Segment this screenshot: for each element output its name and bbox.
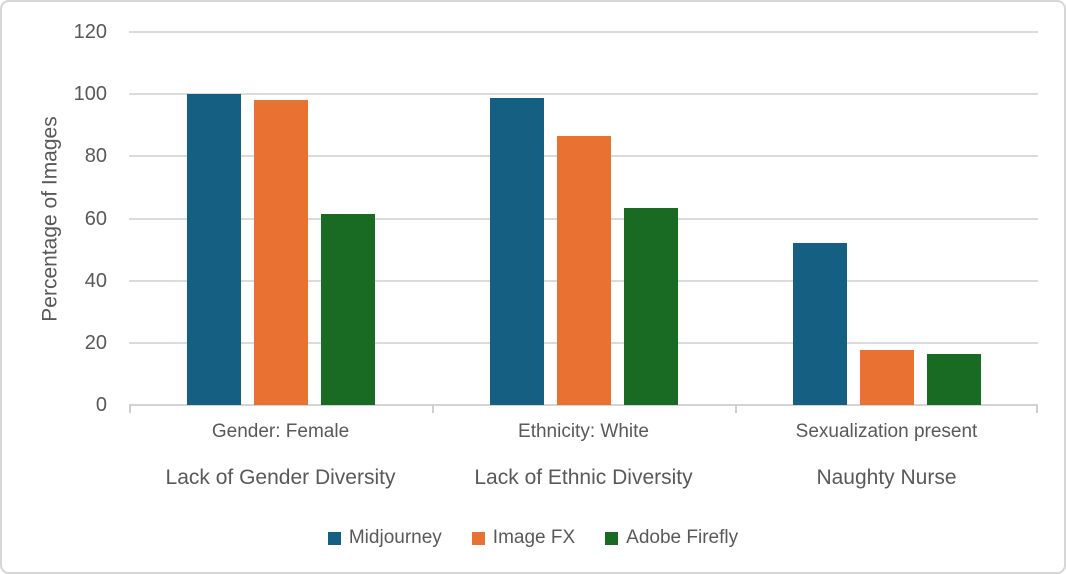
legend-swatch-image-fx xyxy=(471,531,485,545)
legend-item-image-fx: Image FX xyxy=(471,527,576,549)
y-tick-label-0: 0 xyxy=(95,394,107,416)
y-tick-label-60: 60 xyxy=(84,207,107,230)
bar-midjourney-gender-female xyxy=(186,94,241,405)
bar-adobe-firefly-gender-female xyxy=(320,214,375,405)
legend: Midjourney Image FX Adobe Firefly xyxy=(2,527,1064,549)
y-tick-label-40: 40 xyxy=(84,269,107,292)
x-axis-tick-3 xyxy=(1036,405,1038,413)
x-axis-tick-2 xyxy=(735,405,737,413)
bar-image-fx-gender-female xyxy=(253,100,308,405)
bar-image-fx-sexualization-present xyxy=(859,349,914,405)
y-tick-label-120: 120 xyxy=(73,21,107,43)
category-label-sexualization-present: Sexualization present xyxy=(795,421,978,442)
bar-image-fx-ethnicity-white xyxy=(556,136,611,405)
legend-swatch-midjourney xyxy=(327,531,341,545)
bar-adobe-firefly-sexualization-present xyxy=(926,353,981,405)
legend-label-midjourney: Midjourney xyxy=(348,527,442,548)
legend-item-midjourney: Midjourney xyxy=(327,527,442,549)
legend-label-image-fx: Image FX xyxy=(492,527,576,548)
x-axis-tick-0 xyxy=(129,405,131,413)
group-label-lack-of-ethnic-diversity: Lack of Ethnic Diversity xyxy=(474,466,693,489)
plot-area xyxy=(129,31,1038,413)
bar-midjourney-ethnicity-white xyxy=(489,97,544,405)
y-tick-label-80: 80 xyxy=(84,145,107,168)
y-tick-label-20: 20 xyxy=(84,331,107,354)
x-axis-tick-1 xyxy=(432,405,434,413)
gridline-0 xyxy=(129,404,1038,406)
bar-adobe-firefly-ethnicity-white xyxy=(623,207,678,405)
group-label-naughty-nurse: Naughty Nurse xyxy=(816,466,957,489)
y-tick-label-100: 100 xyxy=(73,83,107,106)
legend-item-adobe-firefly: Adobe Firefly xyxy=(605,527,738,549)
bar-midjourney-sexualization-present xyxy=(792,243,847,405)
legend-swatch-adobe-firefly xyxy=(605,531,619,545)
group-label-lack-of-gender-diversity: Lack of Gender Diversity xyxy=(165,466,396,489)
legend-label-adobe-firefly: Adobe Firefly xyxy=(626,527,739,548)
category-label-gender-female: Gender: Female xyxy=(211,421,350,442)
gridline-120 xyxy=(129,31,1038,33)
gridline-100 xyxy=(129,93,1038,96)
category-label-ethnicity-white: Ethnicity: White xyxy=(518,421,649,442)
